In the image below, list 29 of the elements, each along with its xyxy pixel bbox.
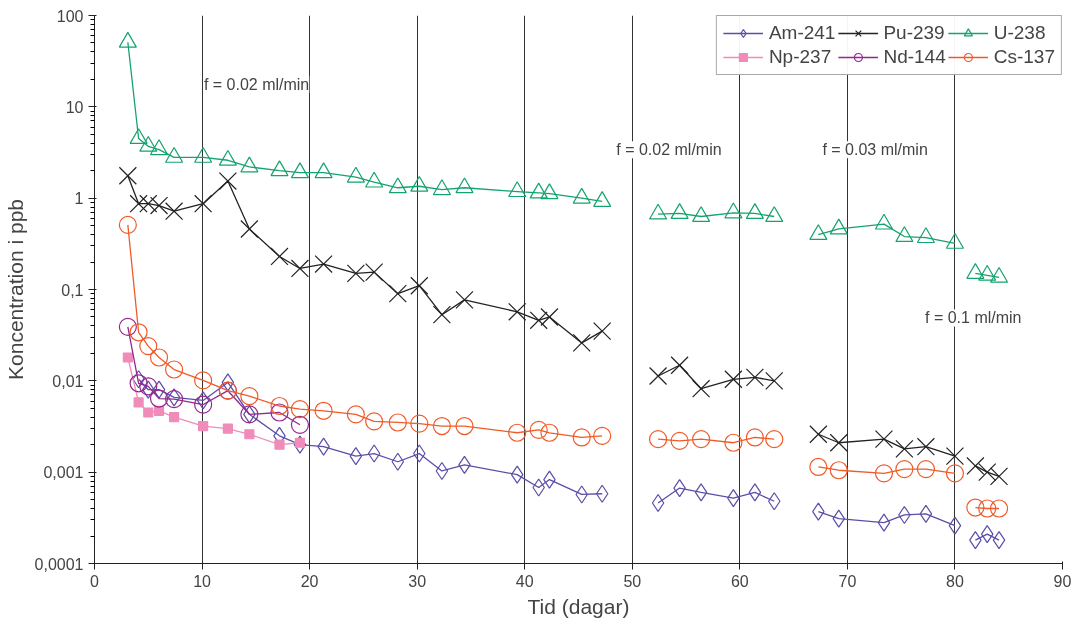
legend-label: U-238 xyxy=(993,22,1046,44)
legend-label: Am-241 xyxy=(768,22,836,44)
legend-label: Pu-239 xyxy=(883,22,945,44)
annotation: f = 0.02 ml/min xyxy=(203,76,310,94)
y-tick-label: 0,1 xyxy=(61,281,84,299)
x-tick-label: 80 xyxy=(946,572,964,590)
x-tick-label: 70 xyxy=(838,572,857,590)
y-tick-label: 1 xyxy=(74,190,84,208)
x-tick-label: 90 xyxy=(1053,572,1072,590)
y-tick-label: 0,01 xyxy=(52,372,84,390)
x-tick-label: 60 xyxy=(730,572,749,590)
x-tick-label: 10 xyxy=(193,572,212,590)
x-tick-label: 0 xyxy=(90,572,100,590)
annotation: f = 0.1 ml/min xyxy=(925,309,1022,327)
legend-label: Nd-144 xyxy=(883,46,946,68)
x-tick-label: 30 xyxy=(408,572,427,590)
x-tick-label: 20 xyxy=(300,572,319,590)
x-axis-title: Tid (dagar) xyxy=(527,594,630,618)
x-tick-label: 40 xyxy=(515,572,534,590)
y-tick-label: 10 xyxy=(65,98,84,116)
y-tick-label: 100 xyxy=(56,7,84,25)
y-tick-label: 0,001 xyxy=(43,464,84,482)
legend-label: Cs-137 xyxy=(993,46,1055,68)
y-tick-label: 0,0001 xyxy=(34,555,84,573)
annotation: f = 0.03 ml/min xyxy=(822,141,928,159)
y-axis-title: Koncentration i ppb xyxy=(3,199,27,380)
x-tick-label: 50 xyxy=(623,572,642,590)
annotation: f = 0.02 ml/min xyxy=(616,141,722,159)
legend-label: Np-237 xyxy=(768,46,832,68)
